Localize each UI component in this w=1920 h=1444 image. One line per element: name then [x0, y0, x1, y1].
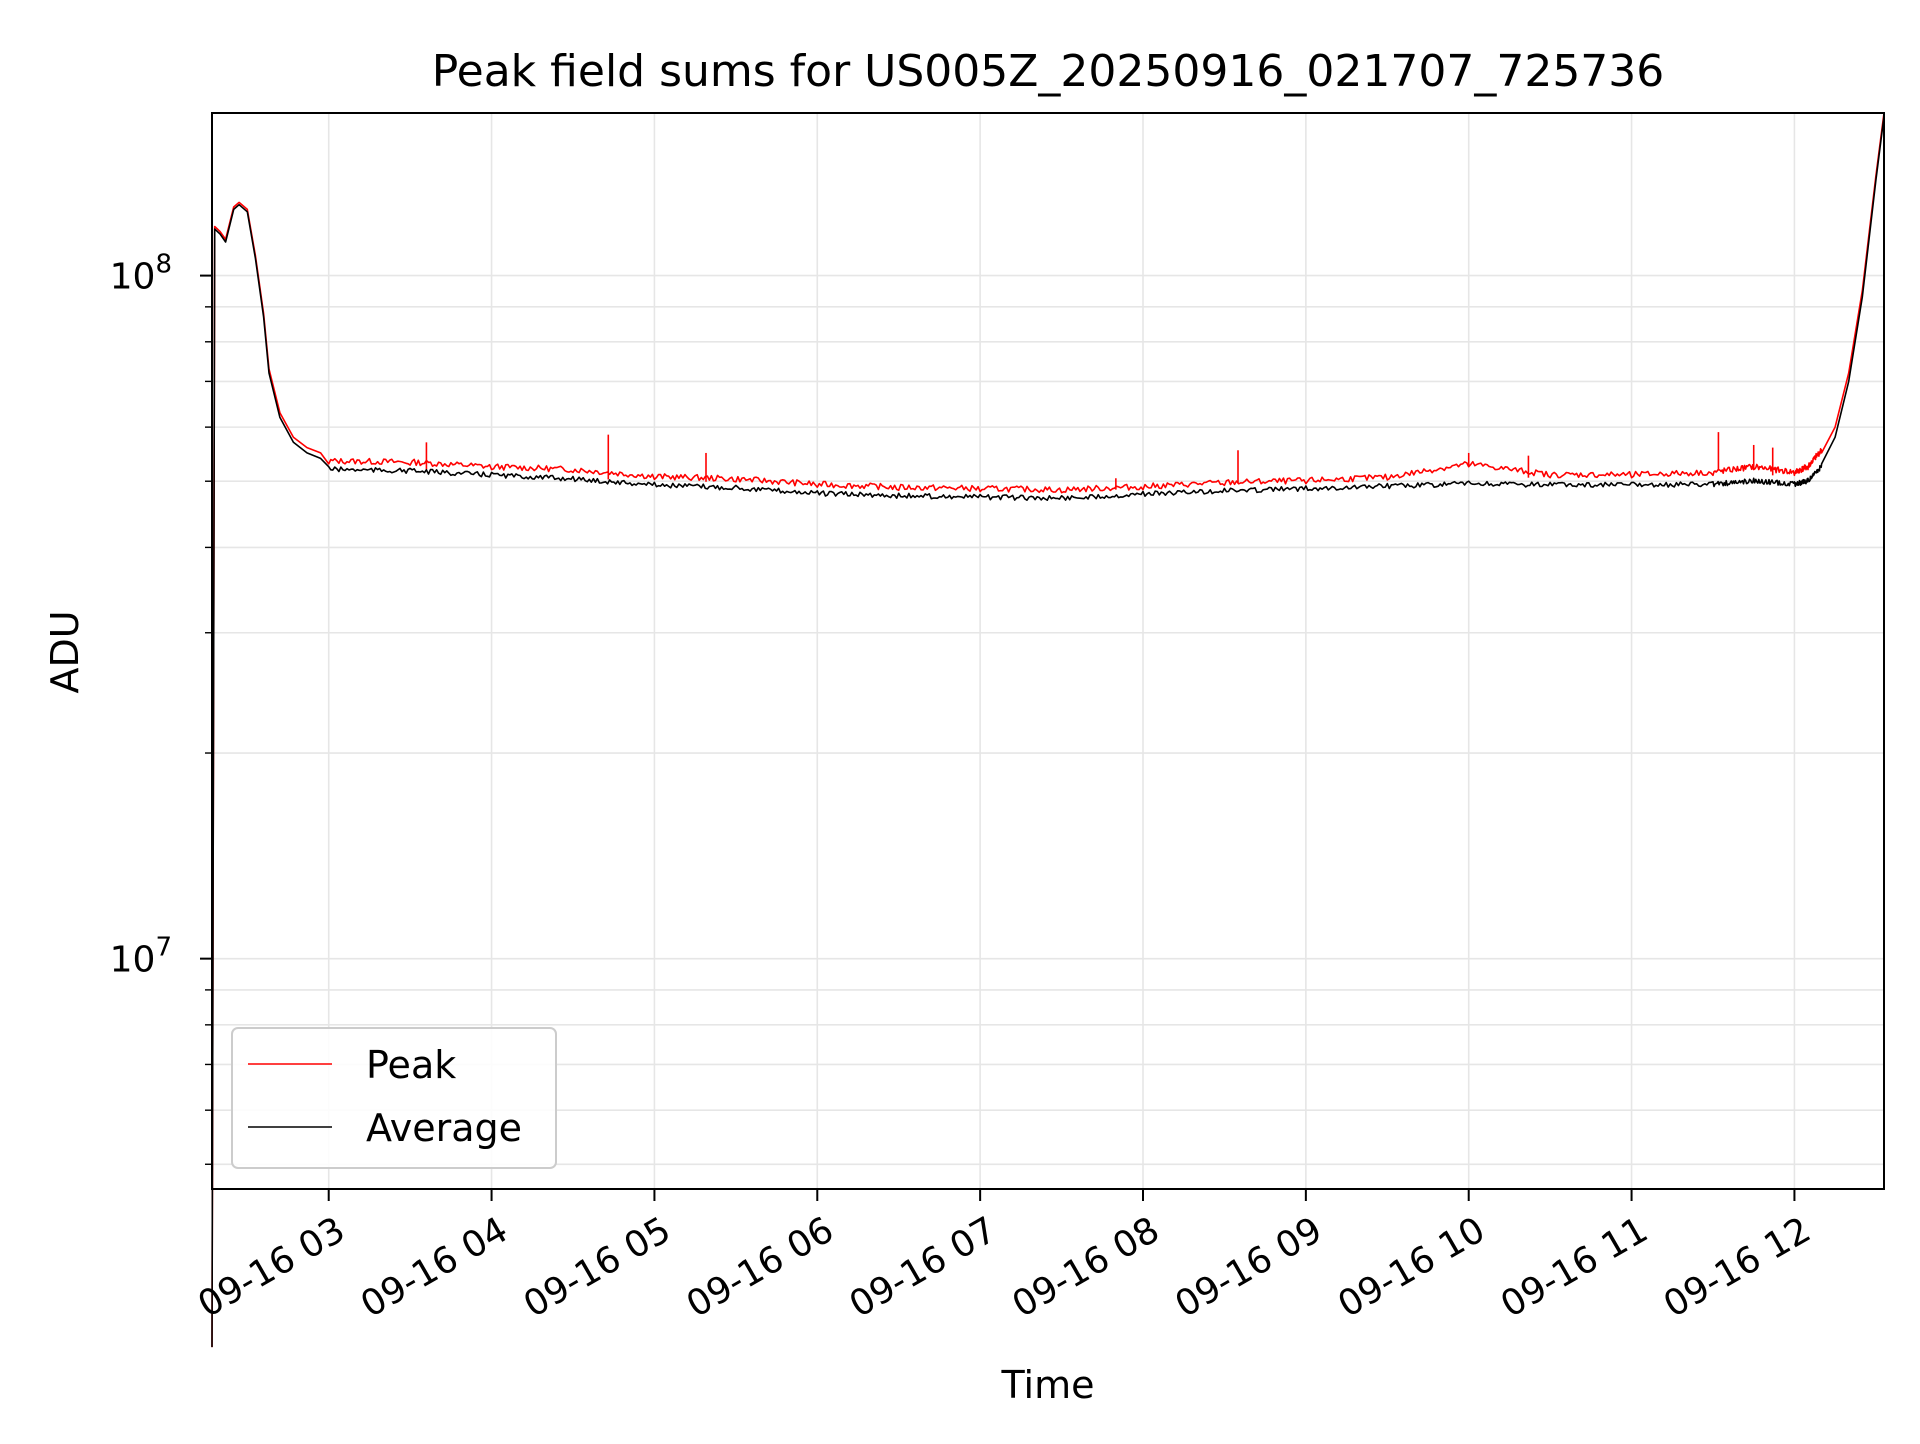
legend-box — [231, 1027, 557, 1169]
series-line-peak — [211, 112, 1885, 1348]
y-axis-label: ADU — [43, 610, 87, 693]
series-line-average — [211, 116, 1885, 1348]
y-tick-label: 107 — [110, 933, 172, 981]
chart-title: Peak field sums for US005Z_20250916_0217… — [432, 46, 1665, 97]
legend-label-average: Average — [366, 1106, 522, 1150]
legend-label-peak: Peak — [366, 1043, 456, 1087]
x-axis-label: Time — [1001, 1363, 1095, 1407]
legend: Peak Average — [231, 1027, 557, 1169]
plot-frame — [211, 112, 1885, 1190]
y-tick-label: 108 — [110, 250, 172, 298]
series-lines — [211, 112, 1885, 1348]
